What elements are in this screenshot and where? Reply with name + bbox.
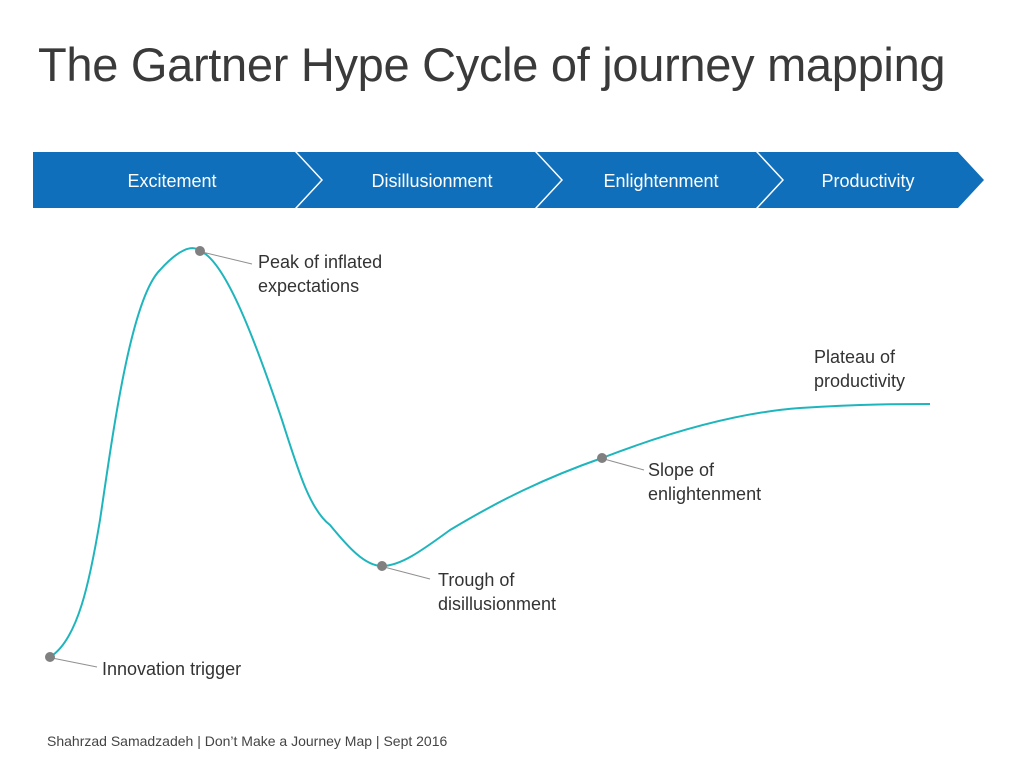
- footer-credit: Shahrzad Samadzadeh | Don’t Make a Journ…: [47, 733, 448, 749]
- leader-line-trough: [383, 566, 431, 580]
- stage-label-slope-of-enlightenment: Slope of enlightenment: [648, 460, 762, 504]
- phase-label-productivity: Productivity: [821, 171, 915, 191]
- stage-marker-innovation-trigger: [45, 652, 55, 662]
- stage-label-trough-of-disillusionment: Trough of disillusionment: [438, 570, 557, 614]
- stage-label-peak-of-inflated-expectations: Peak of inflated expectations: [258, 252, 383, 296]
- leader-line-innovation-trigger: [51, 657, 98, 668]
- page-title: The Gartner Hype Cycle of journey mappin…: [38, 38, 946, 91]
- hype-curve: [49, 247, 931, 658]
- stage-marker-slope: [597, 453, 607, 463]
- stage-label-innovation-trigger: Innovation trigger: [102, 659, 242, 679]
- stage-marker-peak: [195, 246, 205, 256]
- leader-line-peak: [201, 251, 253, 265]
- leader-line-slope: [603, 458, 645, 471]
- stage-marker-trough: [377, 561, 387, 571]
- phase-label-disillusionment: Disillusionment: [371, 171, 493, 191]
- stage-label-plateau-of-productivity: Plateau of productivity: [814, 347, 906, 391]
- phase-label-excitement: Excitement: [127, 171, 217, 191]
- phase-label-enlightenment: Enlightenment: [603, 171, 719, 191]
